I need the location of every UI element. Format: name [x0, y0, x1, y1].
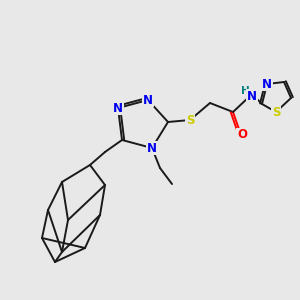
- Text: S: S: [272, 106, 280, 118]
- Text: N: N: [113, 101, 123, 115]
- Text: N: N: [147, 142, 157, 154]
- Text: S: S: [186, 113, 194, 127]
- Text: N: N: [247, 89, 257, 103]
- Text: N: N: [143, 94, 153, 106]
- Text: H: H: [241, 86, 249, 96]
- Text: N: N: [262, 77, 272, 91]
- Text: O: O: [237, 128, 247, 142]
